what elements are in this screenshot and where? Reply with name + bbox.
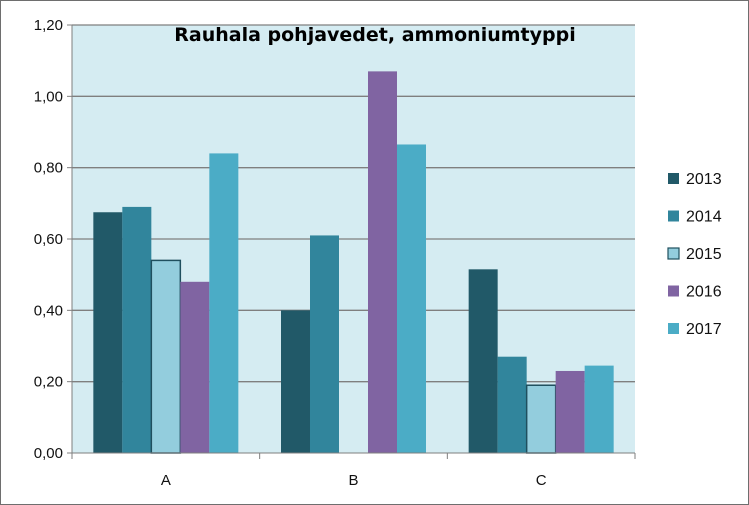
y-tick-label: 0,60 <box>34 231 63 248</box>
legend-swatch <box>667 247 680 260</box>
bar-B-2016 <box>368 71 397 453</box>
bar-C-2016 <box>555 370 585 453</box>
x-tick-labels: A B C <box>161 472 547 489</box>
bar-B-2014 <box>310 235 339 453</box>
legend-label: 2016 <box>686 284 722 301</box>
bar-A-2017 <box>209 153 239 453</box>
legend-label: 2014 <box>686 209 722 226</box>
legend-swatch <box>668 323 679 334</box>
bar-C-2013 <box>468 269 498 453</box>
bar-A-2015 <box>150 259 182 454</box>
x-tick-label: A <box>161 472 171 489</box>
bars <box>93 71 614 454</box>
bar-A-2014 <box>122 206 152 453</box>
legend-label: 2017 <box>686 321 722 338</box>
legend-swatch <box>668 173 679 184</box>
chart-title: Rauhala pohjavedet, ammoniumtyppi <box>174 24 575 46</box>
legend-swatch <box>668 285 679 297</box>
legend-label: 2015 <box>686 246 722 263</box>
legend: 2013 2014 2015 2016 2017 <box>667 171 722 338</box>
bar-C-2017 <box>584 365 614 453</box>
bar-C-2015 <box>525 384 557 454</box>
axes <box>71 25 635 454</box>
y-tick-labels: 0,00 0,20 0,40 0,60 0,80 1,00 1,20 <box>34 17 63 462</box>
y-tick-label: 0,00 <box>34 445 63 462</box>
bar-B-2013 <box>281 310 310 453</box>
bar-C-2014 <box>497 356 527 453</box>
y-tick-label: 0,20 <box>34 374 63 391</box>
x-tick-label: C <box>536 472 547 489</box>
y-tick-label: 0,80 <box>34 160 63 177</box>
bar-A-2016 <box>180 281 210 453</box>
legend-swatch <box>668 210 679 222</box>
y-tick-label: 1,00 <box>34 88 63 105</box>
x-tick-label: B <box>348 472 358 489</box>
y-tick-label: 0,40 <box>34 302 63 319</box>
legend-label: 2013 <box>686 171 722 188</box>
bar-A-2013 <box>93 212 123 453</box>
y-tick-label: 1,20 <box>34 17 63 34</box>
bar-B-2017 <box>397 144 426 453</box>
